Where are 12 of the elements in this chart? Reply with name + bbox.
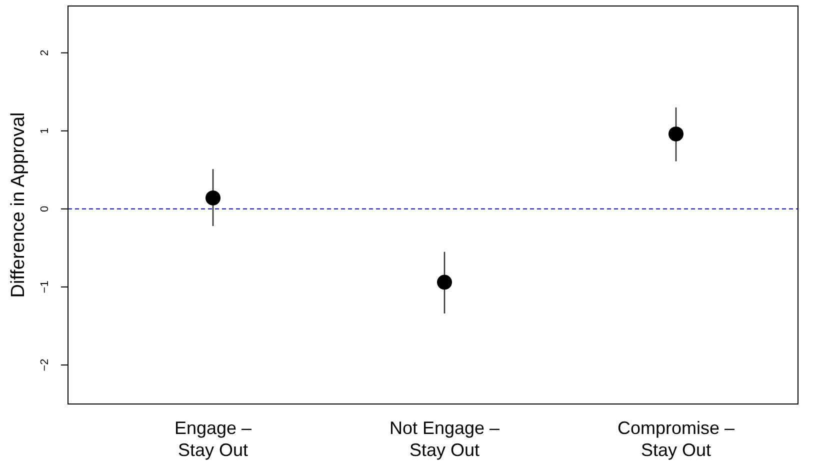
point (668, 126, 684, 142)
y-tick-label: 1 (39, 128, 51, 134)
y-tick-label: −1 (39, 280, 51, 294)
y-tick-label: 0 (39, 206, 51, 212)
x-tick-label: Engage – Stay Out (174, 418, 252, 460)
point (206, 190, 220, 206)
x-tick-label: Not Engage – Stay Out (389, 418, 500, 460)
x-tick-label: Compromise – Stay Out (617, 418, 735, 460)
y-tick-label: −2 (39, 358, 51, 372)
point (437, 274, 452, 290)
y-tick-label: 2 (39, 50, 51, 56)
y-axis-title: Difference in Approval (8, 112, 29, 298)
